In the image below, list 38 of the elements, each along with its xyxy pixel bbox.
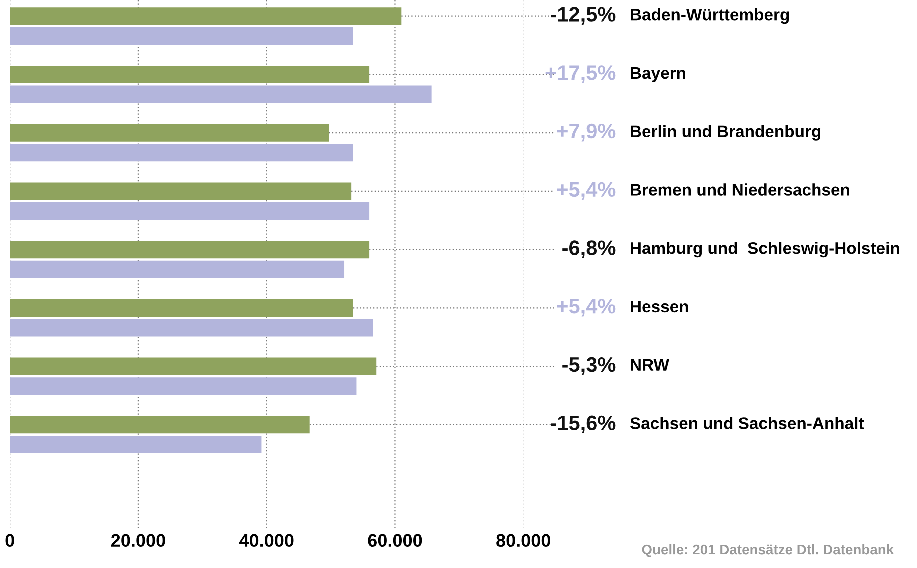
bar xyxy=(10,436,262,454)
bar xyxy=(10,319,374,337)
annotation: -12,5% xyxy=(551,7,616,25)
x-tick-label: 40.000 xyxy=(240,534,294,548)
annotation: +5,4% xyxy=(557,182,616,200)
x-tick-label: 60.000 xyxy=(368,534,422,548)
annotation: +5,4% xyxy=(557,299,616,317)
x-tick-label: 20.000 xyxy=(111,534,166,548)
y-tick-label: Hamburg und Schleswig-Holstein xyxy=(631,242,900,258)
annotation: -15,6% xyxy=(551,416,616,434)
y-tick-label: Sachsen und Sachsen-Anhalt xyxy=(630,417,864,430)
y-tick-label: Bremen und Niedersachsen xyxy=(631,184,850,196)
x-tick-label: 80.000 xyxy=(496,534,550,548)
bar xyxy=(10,299,354,317)
bar xyxy=(10,358,377,376)
bar xyxy=(10,86,432,104)
bar xyxy=(10,8,402,26)
source-note: Quelle: 201 Datensätze Dtl. Datenbank xyxy=(642,544,894,558)
annotation: -5,3% xyxy=(562,357,616,376)
y-tick-label: Bayern xyxy=(631,68,686,82)
bar xyxy=(10,27,354,45)
bar xyxy=(10,182,352,200)
bar xyxy=(10,202,370,220)
bar xyxy=(10,416,310,434)
annotation: +7,9% xyxy=(557,124,616,142)
annotation: +17,5% xyxy=(546,66,616,84)
annotation: -6,8% xyxy=(562,240,616,258)
x-tick-label: 0 xyxy=(6,534,14,548)
y-tick-label: NRW xyxy=(631,359,670,371)
bar xyxy=(10,378,357,396)
y-tick-label: Berlin und Brandenburg xyxy=(631,125,821,141)
bar xyxy=(10,144,354,162)
bar xyxy=(10,260,345,278)
bar xyxy=(10,124,330,142)
y-tick-label: Baden-Württemberg xyxy=(631,8,790,24)
y-tick-label: Hessen xyxy=(631,301,688,313)
bar xyxy=(10,66,370,84)
bar xyxy=(10,241,370,259)
